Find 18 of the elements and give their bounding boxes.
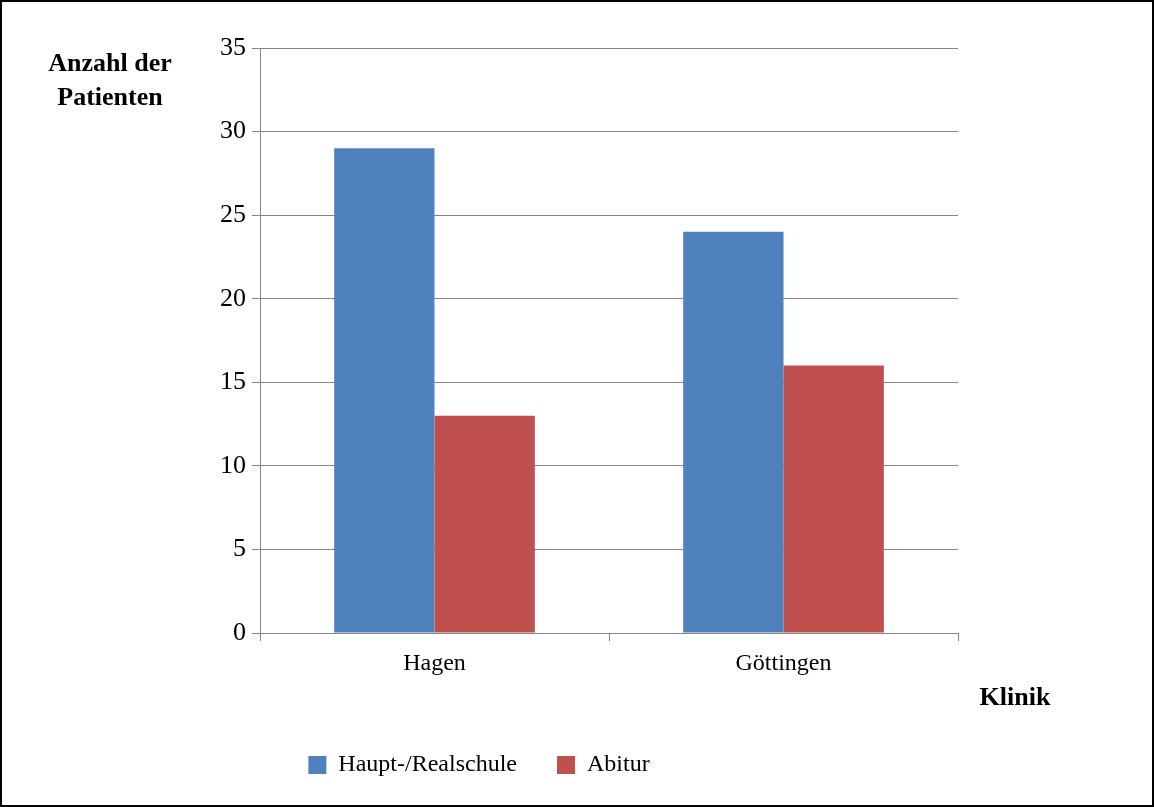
bar bbox=[783, 365, 884, 633]
bar bbox=[434, 415, 535, 633]
y-tick-label: 10 bbox=[220, 449, 246, 479]
legend-label: Abitur bbox=[586, 750, 650, 777]
y-tick-label: 35 bbox=[220, 31, 246, 61]
bar bbox=[334, 148, 435, 633]
y-axis-title: Anzahl der Patienten bbox=[48, 47, 172, 111]
y-tick-label: 25 bbox=[220, 198, 246, 228]
legend-label: Haupt-/Realschule bbox=[338, 750, 517, 777]
y-tick-label: 5 bbox=[233, 533, 246, 563]
y-tick-label: 20 bbox=[220, 282, 246, 312]
x-tick-label: Göttingen bbox=[735, 648, 832, 675]
y-tick-label: 0 bbox=[233, 616, 246, 646]
x-tick-label: Hagen bbox=[403, 648, 466, 675]
y-tick-label: 30 bbox=[220, 115, 246, 145]
y-tick-label: 15 bbox=[220, 366, 246, 396]
bar bbox=[683, 231, 784, 633]
x-axis-title: Klinik bbox=[979, 681, 1051, 711]
